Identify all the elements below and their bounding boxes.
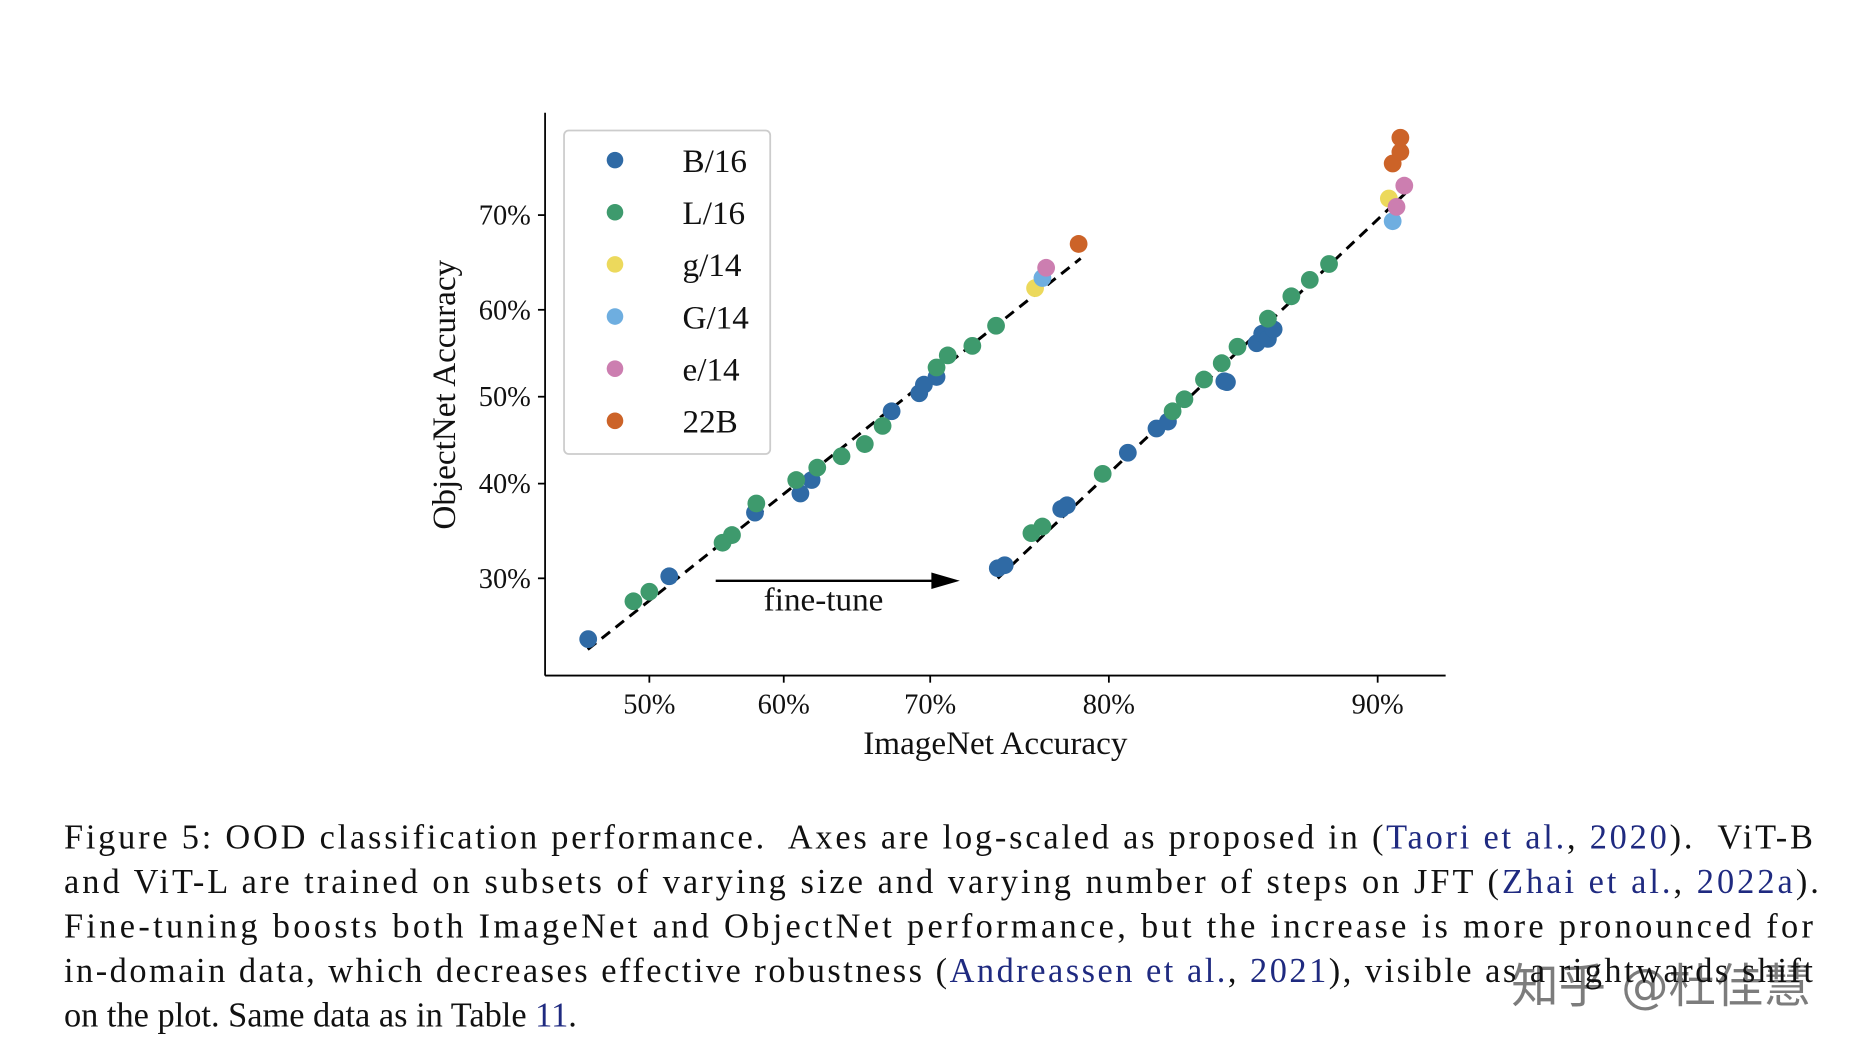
- data-point: [987, 316, 1005, 335]
- data-point: [1195, 370, 1213, 389]
- arrow-head: [931, 572, 960, 590]
- caption-line: Figure 5: OOD classification performance…: [64, 819, 1813, 857]
- x-axis-label: ImageNet Accuracy: [863, 725, 1128, 762]
- legend-label: 22B: [683, 404, 738, 441]
- data-point: [624, 592, 643, 611]
- legend-marker: [606, 151, 624, 169]
- data-point: [1395, 176, 1414, 195]
- caption-text: Fine-tuning boosts both ImageNet and Obj…: [64, 907, 1814, 945]
- citation: 2022a: [1697, 863, 1793, 901]
- caption-text: in-domain data, which decreases effectiv…: [64, 952, 947, 990]
- caption-text: .: [568, 996, 577, 1034]
- citation: 2021: [1250, 952, 1326, 990]
- x-tick-label: 70%: [904, 689, 956, 720]
- caption-line: Fine-tuning boosts both ImageNet and Obj…: [64, 907, 1814, 945]
- caption-text: on the plot. Same data as in Table: [64, 996, 535, 1034]
- data-point: [1093, 464, 1112, 483]
- data-point: [1387, 197, 1406, 216]
- data-point: [1037, 258, 1056, 277]
- data-point: [808, 458, 827, 477]
- caption-text: ,: [1567, 819, 1587, 857]
- data-point: [723, 526, 741, 544]
- caption-text: Figure 5: OOD classification performance…: [64, 819, 1383, 857]
- data-point: [855, 435, 874, 453]
- data-point: [927, 358, 946, 377]
- data-point: [1383, 212, 1402, 231]
- caption-text: ,: [1228, 952, 1248, 990]
- y-tick-label: 60%: [479, 295, 531, 326]
- y-tick-label: 30%: [479, 564, 531, 595]
- caption-text: ,: [1674, 863, 1694, 901]
- data-point: [1163, 402, 1182, 421]
- data-point: [1259, 309, 1277, 328]
- x-tick-label: 80%: [1083, 689, 1135, 720]
- data-point: [1320, 255, 1338, 273]
- data-point: [995, 556, 1014, 575]
- data-point: [1300, 270, 1319, 289]
- data-point: [832, 447, 851, 466]
- plot: fine-tune ImageNet Accuracy ObjectNet Ac…: [426, 112, 1446, 762]
- data-point: [1391, 128, 1410, 147]
- legend-label: B/16: [683, 143, 747, 180]
- legend-label: G/14: [683, 299, 750, 336]
- citation: Zhai et al.: [1502, 863, 1671, 901]
- citation: 2020: [1590, 819, 1667, 857]
- caption-text: ).: [1796, 863, 1819, 901]
- data-point: [660, 567, 679, 586]
- data-point: [1282, 287, 1301, 306]
- caption-line: on the plot. Same data as in Table 11.: [64, 996, 577, 1034]
- caption-text: ). ViT-B: [1670, 819, 1813, 857]
- data-point: [791, 484, 810, 503]
- legend-marker: [606, 360, 624, 377]
- data-point: [1058, 496, 1076, 515]
- data-point: [1218, 373, 1236, 392]
- data-point: [882, 402, 901, 421]
- data-point: [747, 494, 766, 513]
- legend-marker: [606, 256, 624, 273]
- caption-line: and ViT-L are trained on subsets of vary…: [64, 863, 1819, 901]
- citation: Taori et al.: [1386, 819, 1564, 857]
- data-point: [579, 630, 598, 648]
- legend-marker: [606, 308, 624, 325]
- legend-marker: [606, 203, 624, 221]
- y-tick-label: 50%: [479, 382, 531, 413]
- data-point: [640, 582, 659, 601]
- y-tick-label: 70%: [479, 201, 531, 232]
- data-point: [1033, 517, 1052, 536]
- data-point: [1391, 143, 1410, 161]
- data-point: [1212, 354, 1231, 373]
- data-point: [1228, 337, 1247, 356]
- legend-label: g/14: [683, 247, 742, 284]
- x-tick-label: 60%: [758, 689, 810, 720]
- legend-label: e/14: [683, 352, 741, 389]
- y-axis-label: ObjectNet Accuracy: [426, 259, 463, 529]
- caption-line: in-domain data, which decreases effectiv…: [64, 952, 1813, 990]
- data-point: [1118, 443, 1137, 462]
- citation: 11: [535, 996, 568, 1034]
- annotation: fine-tune: [764, 581, 884, 618]
- data-point: [873, 417, 892, 435]
- watermark: 知乎 @杜佳慧: [1511, 960, 1810, 1015]
- x-tick-label: 90%: [1352, 689, 1404, 720]
- y-tick-label: 40%: [479, 469, 531, 500]
- citation: Andreassen et al.: [950, 952, 1226, 990]
- legend-label: L/16: [683, 195, 746, 232]
- data-point: [1069, 235, 1088, 253]
- data-point: [963, 336, 982, 355]
- data-point: [938, 346, 957, 365]
- data-point: [1175, 390, 1194, 409]
- x-tick-label: 50%: [623, 689, 675, 720]
- data-point: [787, 471, 806, 489]
- caption-text: and ViT-L are trained on subsets of vary…: [64, 863, 1499, 901]
- legend-marker: [606, 412, 624, 430]
